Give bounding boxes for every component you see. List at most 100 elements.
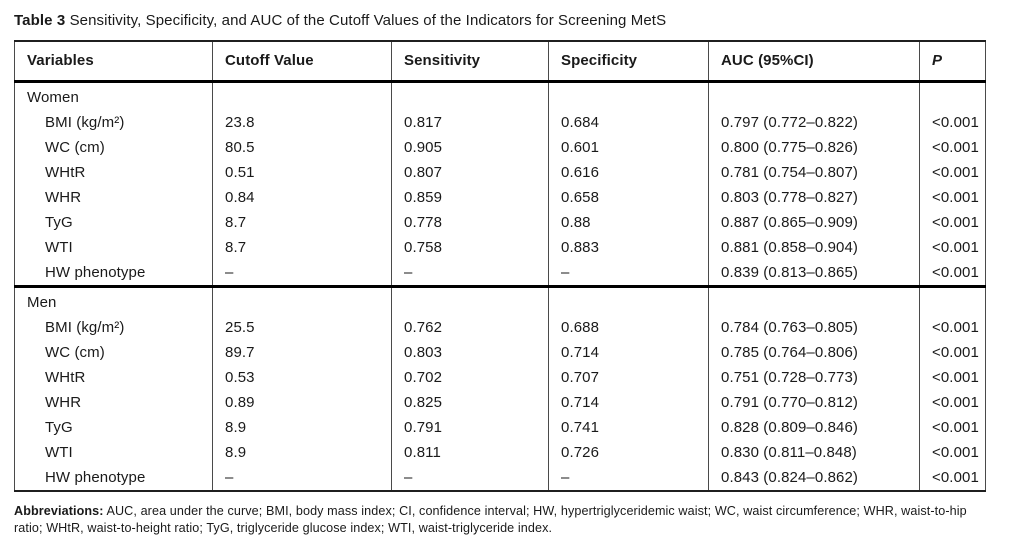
empty-cell [212, 81, 392, 110]
cell-specificity: 0.616 [548, 159, 709, 185]
cell-variable: WTI [45, 443, 73, 461]
cell-sensitivity: 0.758 [391, 234, 549, 260]
cell-cutoff: 0.53 [212, 364, 392, 390]
col-header-p: P [919, 41, 986, 83]
cell-specificity: 0.684 [548, 109, 709, 135]
cell-specificity: 0.714 [548, 389, 709, 415]
cell-sensitivity: – [391, 464, 549, 491]
col-header-variables: Variables [14, 41, 213, 83]
cell-sensitivity: 0.817 [391, 109, 549, 135]
empty-cell [919, 286, 986, 315]
table-row: TyG 8.7 0.778 0.88 0.887 (0.865–0.909) <0.001 [15, 209, 986, 235]
cell-sensitivity: 0.702 [391, 364, 549, 390]
cell-specificity: 0.714 [548, 339, 709, 365]
cell-sensitivity: 0.778 [391, 209, 549, 235]
cell-auc: 0.784 (0.763–0.805) [708, 314, 920, 340]
table-row: WC (cm) 80.5 0.905 0.601 0.800 (0.775–0.826)… [15, 134, 986, 160]
cell-p: <0.001 [919, 209, 986, 235]
section-men: Men BMI (kg/m²) 25.5 0.762 0.688 0.784 (0.763… [14, 286, 986, 491]
col-header-cutoff-value: Cutoff Value [212, 41, 392, 83]
cell-sensitivity: 0.807 [391, 159, 549, 185]
cell-cutoff: 80.5 [212, 134, 392, 160]
table-row: TyG 8.9 0.791 0.741 0.828 (0.809–0.846) <0.00… [15, 414, 986, 440]
cell-auc: 0.803 (0.778–0.827) [708, 184, 920, 210]
cell-variable: WC (cm) [45, 138, 105, 156]
cell-variable: WHtR [45, 163, 86, 181]
col-header-specificity: Specificity [548, 41, 709, 83]
cell-p: <0.001 [919, 134, 986, 160]
cell-auc: 0.839 (0.813–0.865) [708, 259, 920, 286]
table-header: Variables Cutoff Value Sensitivity Speci… [14, 41, 986, 83]
cell-p: <0.001 [919, 234, 986, 260]
cell-auc: 0.781 (0.754–0.807) [708, 159, 920, 185]
cell-specificity: 0.726 [548, 439, 709, 465]
abbreviations-text: AUC, area under the curve; BMI, body mas… [14, 503, 967, 535]
cell-p: <0.001 [919, 184, 986, 210]
col-header-auc: AUC (95%CI) [708, 41, 920, 83]
cell-specificity: – [548, 259, 709, 286]
cell-variable: HW phenotype [45, 263, 146, 281]
cell-cutoff: 0.51 [212, 159, 392, 185]
section-women: Women BMI (kg/m²) 23.8 0.817 0.684 0.797 (0.7… [14, 81, 986, 286]
cell-specificity: 0.688 [548, 314, 709, 340]
cell-p: <0.001 [919, 464, 986, 491]
cell-cutoff: 8.7 [212, 209, 392, 235]
cell-specificity: 0.741 [548, 414, 709, 440]
cell-sensitivity: 0.859 [391, 184, 549, 210]
cell-variable: WHR [45, 393, 82, 411]
cell-cutoff: 89.7 [212, 339, 392, 365]
cell-variable: TyG [45, 418, 73, 436]
cell-auc: 0.791 (0.770–0.812) [708, 389, 920, 415]
table-row: WC (cm) 89.7 0.803 0.714 0.785 (0.764–0.806)… [15, 339, 986, 365]
cell-specificity: 0.601 [548, 134, 709, 160]
cell-variable: WTI [45, 238, 73, 256]
cell-sensitivity: 0.791 [391, 414, 549, 440]
cell-specificity: 0.88 [548, 209, 709, 235]
cell-sensitivity: 0.825 [391, 389, 549, 415]
empty-cell [708, 81, 920, 110]
cell-auc: 0.830 (0.811–0.848) [708, 439, 920, 465]
cell-p: <0.001 [919, 339, 986, 365]
group-row: Men [15, 286, 986, 315]
cell-sensitivity: 0.762 [391, 314, 549, 340]
cell-specificity: 0.658 [548, 184, 709, 210]
cell-cutoff: 0.89 [212, 389, 392, 415]
cell-auc: 0.797 (0.772–0.822) [708, 109, 920, 135]
cell-auc: 0.785 (0.764–0.806) [708, 339, 920, 365]
empty-cell [391, 81, 549, 110]
table-row: WTI 8.9 0.811 0.726 0.830 (0.811–0.848) <0.00… [15, 439, 986, 465]
empty-cell [708, 286, 920, 315]
cell-cutoff: 8.9 [212, 439, 392, 465]
cell-specificity: – [548, 464, 709, 491]
cell-auc: 0.800 (0.775–0.826) [708, 134, 920, 160]
cell-sensitivity: 0.811 [391, 439, 549, 465]
empty-cell [919, 81, 986, 110]
empty-cell [212, 286, 392, 315]
table-caption-number: Table 3 [14, 12, 66, 29]
cell-cutoff: 8.7 [212, 234, 392, 260]
cell-variable: WC (cm) [45, 343, 105, 361]
header-row: Variables Cutoff Value Sensitivity Speci… [14, 41, 986, 83]
mets-cutoff-table: Variables Cutoff Value Sensitivity Speci… [14, 40, 986, 492]
cell-p: <0.001 [919, 389, 986, 415]
cell-auc: 0.887 (0.865–0.909) [708, 209, 920, 235]
group-label: Men [27, 293, 57, 311]
cell-cutoff: 23.8 [212, 109, 392, 135]
cell-p: <0.001 [919, 414, 986, 440]
cell-p: <0.001 [919, 159, 986, 185]
table-row: WHtR 0.53 0.702 0.707 0.751 (0.728–0.773) <0.… [15, 364, 986, 390]
cell-variable: WHR [45, 188, 82, 206]
table-row: BMI (kg/m²) 25.5 0.762 0.688 0.784 (0.763–0.… [15, 314, 986, 340]
cell-variable: HW phenotype [45, 468, 146, 486]
cell-auc: 0.751 (0.728–0.773) [708, 364, 920, 390]
table-row: WHtR 0.51 0.807 0.616 0.781 (0.754–0.807) <0.… [15, 159, 986, 185]
cell-cutoff: 8.9 [212, 414, 392, 440]
table-caption: Table 3 Sensitivity, Specificity, and AU… [14, 11, 999, 31]
empty-cell [548, 81, 709, 110]
group-label: Women [27, 88, 79, 106]
cell-p: <0.001 [919, 364, 986, 390]
table-row: WHR 0.89 0.825 0.714 0.791 (0.770–0.812) <0.0… [15, 389, 986, 415]
cell-p: <0.001 [919, 259, 986, 286]
table-row: HW phenotype – – –0.843 (0.824–0.862) <0.001 [15, 464, 986, 491]
